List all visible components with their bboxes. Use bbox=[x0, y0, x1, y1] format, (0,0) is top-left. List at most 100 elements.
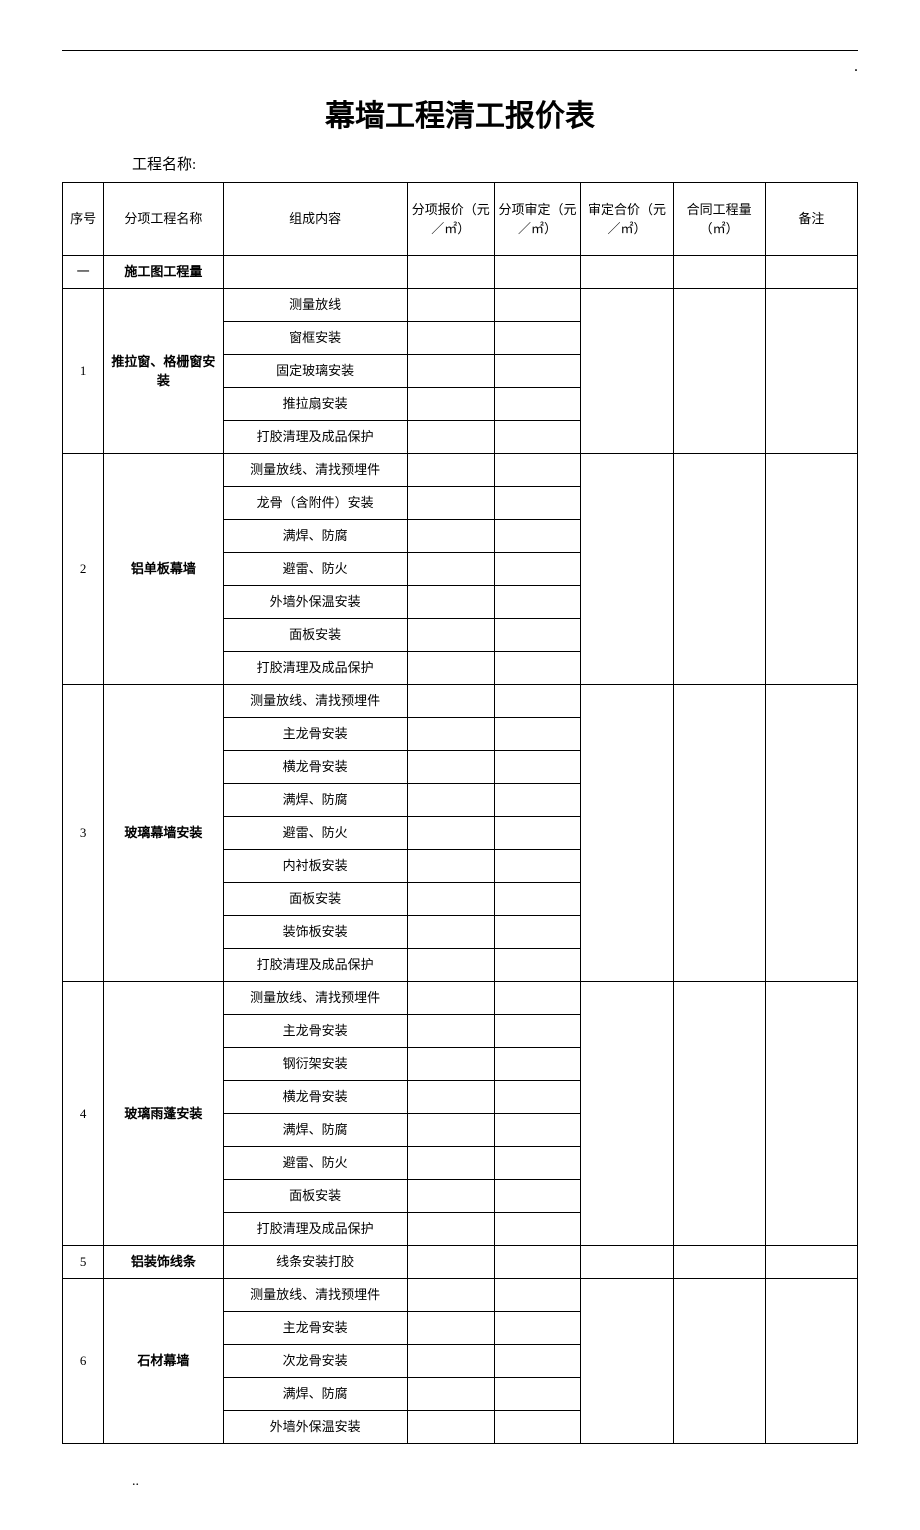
qty-cell bbox=[673, 1246, 765, 1279]
audit-cell bbox=[494, 1048, 581, 1081]
th-sub-quote: 分项报价（元／㎡） bbox=[407, 183, 494, 256]
page-title: 幕墙工程清工报价表 bbox=[62, 91, 858, 135]
table-row: 3玻璃幕墙安装测量放线、清找预埋件 bbox=[63, 685, 858, 718]
quote-cell bbox=[407, 487, 494, 520]
audit-cell bbox=[494, 586, 581, 619]
note-cell bbox=[765, 982, 857, 1246]
qty-cell bbox=[673, 256, 765, 289]
comp-cell: 面板安装 bbox=[223, 883, 407, 916]
comp-cell: 次龙骨安装 bbox=[223, 1345, 407, 1378]
comp-cell: 窗框安装 bbox=[223, 322, 407, 355]
quote-cell bbox=[407, 1411, 494, 1444]
quote-cell bbox=[407, 1345, 494, 1378]
quote-cell bbox=[407, 883, 494, 916]
name-cell: 玻璃雨蓬安装 bbox=[104, 982, 223, 1246]
quote-cell bbox=[407, 1048, 494, 1081]
audit-cell bbox=[494, 487, 581, 520]
seq-cell: 3 bbox=[63, 685, 104, 982]
quote-cell bbox=[407, 982, 494, 1015]
audit-cell bbox=[494, 454, 581, 487]
audit-cell bbox=[494, 652, 581, 685]
name-cell: 铝单板幕墙 bbox=[104, 454, 223, 685]
comp-cell: 外墙外保温安装 bbox=[223, 586, 407, 619]
comp-cell: 线条安装打胶 bbox=[223, 1246, 407, 1279]
audit-cell bbox=[494, 850, 581, 883]
audit-cell bbox=[494, 817, 581, 850]
comp-cell: 钢衍架安装 bbox=[223, 1048, 407, 1081]
footer-dots: .. bbox=[132, 1474, 858, 1490]
qty-cell bbox=[673, 454, 765, 685]
table-row: 5铝装饰线条线条安装打胶 bbox=[63, 1246, 858, 1279]
th-name: 分项工程名称 bbox=[104, 183, 223, 256]
name-cell: 玻璃幕墙安装 bbox=[104, 685, 223, 982]
audit-cell bbox=[494, 1312, 581, 1345]
quote-cell bbox=[407, 1378, 494, 1411]
comp-cell: 主龙骨安装 bbox=[223, 1015, 407, 1048]
quote-cell bbox=[407, 388, 494, 421]
quote-cell bbox=[407, 916, 494, 949]
quote-cell bbox=[407, 1246, 494, 1279]
quote-cell bbox=[407, 1279, 494, 1312]
comp-cell: 测量放线、清找预埋件 bbox=[223, 982, 407, 1015]
note-cell bbox=[765, 256, 857, 289]
note-cell bbox=[765, 454, 857, 685]
comp-cell: 主龙骨安装 bbox=[223, 718, 407, 751]
audit-cell bbox=[494, 1378, 581, 1411]
audit-cell bbox=[494, 751, 581, 784]
qty-cell bbox=[673, 685, 765, 982]
table-body: 一施工图工程量1推拉窗、格栅窗安装测量放线窗框安装固定玻璃安装推拉扇安装打胶清理… bbox=[63, 256, 858, 1444]
quote-cell bbox=[407, 454, 494, 487]
table-header: 序号 分项工程名称 组成内容 分项报价（元／㎡） 分项审定（元／㎡） 审定合价（… bbox=[63, 183, 858, 256]
audit-cell bbox=[494, 619, 581, 652]
quote-cell bbox=[407, 553, 494, 586]
quote-cell bbox=[407, 1015, 494, 1048]
quote-cell bbox=[407, 685, 494, 718]
th-audit-total: 审定合价（元／㎡） bbox=[581, 183, 673, 256]
quote-cell bbox=[407, 718, 494, 751]
quote-cell bbox=[407, 850, 494, 883]
total-cell bbox=[581, 454, 673, 685]
audit-cell bbox=[494, 1213, 581, 1246]
comp-cell: 满焊、防腐 bbox=[223, 1114, 407, 1147]
project-name-label: 工程名称: bbox=[132, 153, 858, 174]
audit-cell bbox=[494, 784, 581, 817]
quote-cell bbox=[407, 949, 494, 982]
quote-cell bbox=[407, 1180, 494, 1213]
audit-cell bbox=[494, 685, 581, 718]
table-row: 6石材幕墙测量放线、清找预埋件 bbox=[63, 1279, 858, 1312]
comp-cell: 打胶清理及成品保护 bbox=[223, 1213, 407, 1246]
table-row: 一施工图工程量 bbox=[63, 256, 858, 289]
th-composition: 组成内容 bbox=[223, 183, 407, 256]
quote-cell bbox=[407, 256, 494, 289]
name-cell: 施工图工程量 bbox=[104, 256, 223, 289]
comp-cell: 打胶清理及成品保护 bbox=[223, 652, 407, 685]
quote-cell bbox=[407, 751, 494, 784]
total-cell bbox=[581, 1246, 673, 1279]
comp-cell: 龙骨（含附件）安装 bbox=[223, 487, 407, 520]
comp-cell: 测量放线、清找预埋件 bbox=[223, 1279, 407, 1312]
comp-cell: 避雷、防火 bbox=[223, 553, 407, 586]
audit-cell bbox=[494, 553, 581, 586]
comp-cell: 满焊、防腐 bbox=[223, 1378, 407, 1411]
audit-cell bbox=[494, 256, 581, 289]
seq-cell: 1 bbox=[63, 289, 104, 454]
comp-cell: 测量放线 bbox=[223, 289, 407, 322]
th-note: 备注 bbox=[765, 183, 857, 256]
comp-cell: 测量放线、清找预埋件 bbox=[223, 685, 407, 718]
audit-cell bbox=[494, 520, 581, 553]
total-cell bbox=[581, 685, 673, 982]
comp-cell: 横龙骨安装 bbox=[223, 751, 407, 784]
quote-cell bbox=[407, 289, 494, 322]
audit-cell bbox=[494, 883, 581, 916]
note-cell bbox=[765, 1279, 857, 1444]
quote-cell bbox=[407, 1081, 494, 1114]
comp-cell bbox=[223, 256, 407, 289]
comp-cell: 固定玻璃安装 bbox=[223, 355, 407, 388]
quote-cell bbox=[407, 355, 494, 388]
note-cell bbox=[765, 685, 857, 982]
quote-cell bbox=[407, 784, 494, 817]
quote-cell bbox=[407, 817, 494, 850]
quote-cell bbox=[407, 421, 494, 454]
quote-cell bbox=[407, 322, 494, 355]
seq-cell: 一 bbox=[63, 256, 104, 289]
